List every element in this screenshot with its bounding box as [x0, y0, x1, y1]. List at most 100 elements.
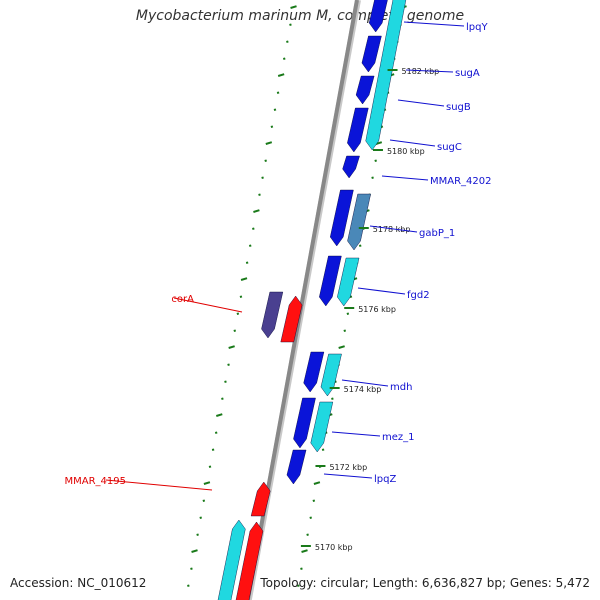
gene-label: lpqZ — [374, 474, 396, 485]
topology-text: Topology: circular; Length: 6,636,827 bp… — [260, 576, 590, 590]
outer-tick-mark — [191, 549, 198, 553]
outer-tick-mark — [290, 5, 297, 9]
gene-label-leader — [403, 21, 465, 27]
gene-arrow-left-cyan — [217, 519, 246, 600]
inner-tick-mark — [313, 481, 321, 485]
outer-tick-mark — [264, 159, 267, 162]
gene-label: MMAR_4202 — [430, 176, 492, 187]
outer-tick-mark — [277, 73, 285, 77]
outer-tick-mark — [289, 23, 292, 26]
outer-tick-mark — [221, 397, 224, 400]
outer-tick-mark — [228, 345, 235, 349]
scale-label: 5178 kbp — [373, 225, 411, 234]
outer-tick-mark — [245, 261, 249, 264]
gene-label: lpqY — [466, 22, 488, 33]
scale-label: 5180 kbp — [387, 147, 425, 156]
gene-arrow-suga — [361, 35, 382, 73]
scale-label: 5170 kbp — [315, 543, 353, 552]
outer-tick-mark — [202, 499, 206, 502]
gene-arrow-sugc — [347, 107, 369, 153]
accession-text: Accession: NC_010612 — [10, 576, 147, 590]
gene-label: fgd2 — [407, 290, 430, 301]
outer-tick-mark — [227, 363, 230, 366]
outer-tick-mark — [239, 295, 243, 298]
gene-label-leader — [331, 431, 381, 437]
gene-label: corA — [171, 294, 194, 305]
inner-tick-mark — [312, 499, 316, 502]
gene-label-leader — [105, 479, 213, 491]
outer-tick-mark — [190, 567, 193, 570]
gene-label-leader — [389, 139, 436, 147]
outer-tick-mark — [233, 329, 237, 332]
inner-tick-mark — [321, 448, 325, 451]
outer-tick-mark — [253, 209, 260, 213]
inner-tick-mark — [331, 397, 334, 400]
gene-arrow-left-red — [235, 521, 264, 600]
inner-tick-mark — [371, 176, 374, 179]
outer-tick-mark — [240, 277, 248, 281]
scale-label: 5174 kbp — [344, 385, 382, 394]
gene-arrow-mdh — [320, 353, 342, 397]
gene-arrow-mmar-4195 — [250, 481, 271, 517]
gene-label-leader — [357, 287, 406, 295]
scale-label: 5172 kbp — [329, 463, 367, 472]
outer-tick-mark — [258, 193, 261, 196]
scale-label: 5176 kbp — [358, 305, 396, 314]
outer-tick-mark — [282, 57, 286, 60]
gene-arrow-mmar-4202 — [342, 155, 360, 179]
outer-tick-mark — [224, 380, 227, 383]
outer-tick-mark — [196, 533, 199, 536]
gene-label: mez_1 — [382, 432, 415, 443]
outer-tick-mark — [261, 176, 264, 179]
inner-tick-mark — [374, 159, 377, 162]
inner-tick-mark — [297, 584, 300, 587]
gene-label-leader — [405, 69, 454, 73]
gene-arrow-fgd2-upstream — [319, 255, 342, 307]
outer-tick-mark — [199, 516, 203, 519]
outer-tick-mark — [248, 244, 252, 247]
gene-label: sugA — [455, 68, 480, 79]
outer-tick-mark — [208, 465, 212, 468]
gene-label-leader — [369, 225, 418, 233]
inner-tick-mark — [300, 567, 303, 570]
outer-tick-mark — [187, 584, 190, 587]
gene-arrow-mdh-upstream — [303, 351, 325, 393]
outer-tick-mark — [252, 227, 255, 230]
gene-arrow-reverse-1 — [365, 0, 407, 151]
outer-tick-mark — [203, 481, 211, 485]
inner-tick-mark — [346, 312, 350, 315]
gene-arrow-lpqy — [368, 0, 388, 33]
gene-arrow-fgd2 — [337, 257, 360, 307]
gene-label-leader — [173, 297, 243, 313]
gene-arrow-cora — [280, 295, 303, 343]
gene-label-leader — [323, 473, 373, 479]
inner-tick-mark — [343, 329, 347, 332]
inner-tick-mark — [306, 533, 309, 536]
scale-label: 5182 kbp — [402, 67, 440, 76]
outer-tick-mark — [216, 413, 223, 417]
gene-arrow-cora-partner — [261, 291, 284, 339]
gene-label: gabP_1 — [419, 228, 455, 239]
gene-arrow-gabp — [347, 193, 371, 251]
gene-label-leader — [341, 379, 389, 387]
inner-tick-mark — [309, 516, 313, 519]
inner-tick-mark — [358, 244, 362, 247]
inner-tick-mark — [338, 345, 345, 349]
outer-tick-mark — [286, 40, 289, 43]
gene-label: sugC — [437, 142, 462, 153]
gene-arrow-mmar-4201 — [330, 189, 354, 247]
gene-arrow-mez — [310, 401, 334, 453]
gene-label: sugB — [446, 102, 471, 113]
gene-arrow-sugb — [355, 75, 375, 105]
gene-arrow-lpqz-upstream — [286, 449, 307, 485]
gene-arrow-mez-upstream — [293, 397, 316, 449]
outer-tick-mark — [273, 108, 277, 111]
gene-label: MMAR_4195 — [65, 476, 127, 487]
outer-tick-mark — [214, 431, 218, 434]
outer-tick-mark — [211, 448, 215, 451]
outer-tick-mark — [270, 125, 274, 128]
gene-label-leader — [397, 99, 445, 107]
inner-tick-mark — [301, 549, 308, 553]
outer-tick-mark — [236, 312, 240, 315]
